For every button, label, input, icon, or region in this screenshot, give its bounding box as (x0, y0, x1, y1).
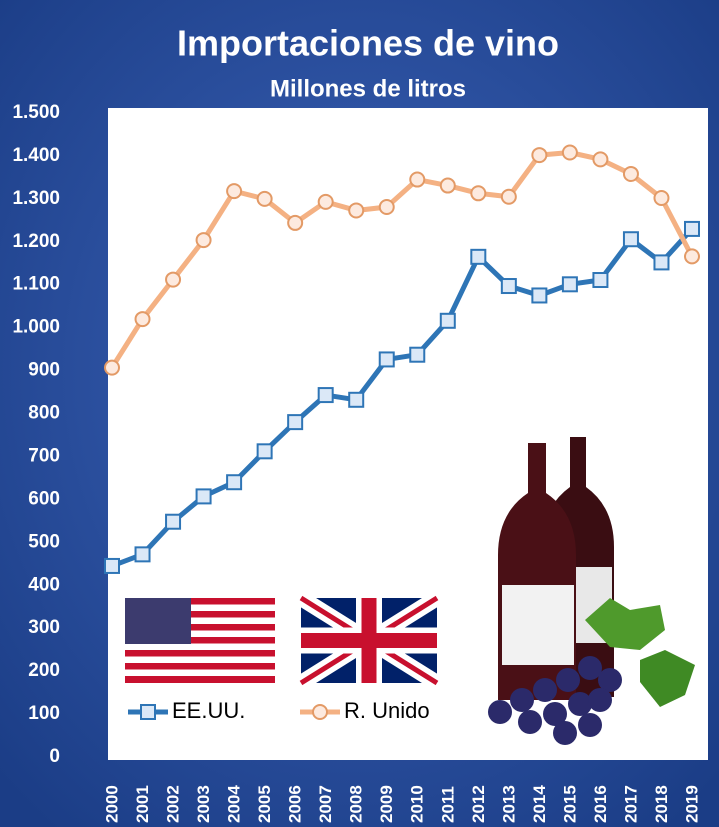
marker (226, 474, 243, 491)
x-tick-label: 2003 (194, 785, 213, 823)
marker (195, 232, 212, 249)
marker (378, 351, 395, 368)
legend-marker (312, 704, 328, 720)
marker (592, 272, 609, 289)
y-tick-label: 1.000 (12, 317, 60, 338)
y-tick-label: 1.300 (12, 188, 60, 209)
marker (256, 190, 273, 207)
marker (226, 183, 243, 200)
marker (470, 248, 487, 265)
uk-flag (296, 591, 442, 690)
x-tick-label: 2018 (652, 785, 671, 823)
marker (500, 278, 517, 295)
y-tick-label: 1.500 (12, 102, 60, 123)
marker (622, 165, 639, 182)
x-tick-label: 2019 (682, 785, 701, 823)
x-tick-label: 2011 (438, 786, 457, 823)
marker (470, 185, 487, 202)
x-tick-label: 2012 (469, 785, 488, 823)
marker (317, 193, 334, 210)
x-tick-label: 2002 (164, 785, 183, 823)
marker (500, 188, 517, 205)
marker (684, 220, 700, 237)
x-tick-label: 2006 (286, 785, 305, 823)
x-tick-label: 2001 (133, 785, 152, 823)
x-tick-label: 2005 (255, 785, 274, 823)
x-tick-label: 2008 (347, 785, 366, 823)
marker (256, 443, 273, 460)
marker (409, 171, 426, 188)
legend-label: R. Unido (344, 698, 430, 723)
marker (287, 414, 304, 431)
x-tick-label: 2017 (621, 785, 640, 823)
marker (653, 254, 670, 271)
x-tick-label: 2000 (102, 785, 121, 823)
marker (134, 311, 151, 328)
marker (287, 214, 304, 231)
x-tick-label: 2004 (225, 785, 244, 823)
y-tick-label: 1.100 (12, 274, 60, 295)
y-tick-label: 900 (28, 360, 60, 381)
x-tick-label: 2009 (377, 785, 396, 823)
marker (622, 231, 639, 248)
y-tick-label: 800 (28, 403, 60, 424)
x-tick-label: 2007 (316, 785, 335, 823)
marker (104, 557, 120, 574)
marker (348, 391, 365, 408)
y-tick-label: 1.200 (12, 231, 60, 252)
marker (104, 359, 120, 376)
y-tick-label: 1.400 (12, 145, 60, 166)
y-tick-label: 200 (28, 660, 60, 681)
x-tick-label: 2010 (408, 785, 427, 823)
marker (348, 202, 365, 219)
marker (684, 248, 700, 265)
marker (317, 387, 334, 404)
marker (439, 312, 456, 329)
marker (165, 513, 182, 530)
marker (531, 147, 548, 164)
us-flag (125, 598, 275, 683)
marker (134, 546, 151, 563)
marker (531, 287, 548, 304)
chart-title: Importaciones de vino (177, 23, 559, 64)
y-tick-label: 300 (28, 617, 60, 638)
marker (195, 488, 212, 505)
marker (409, 346, 426, 363)
x-tick-label: 2016 (591, 785, 610, 823)
legend-label: EE.UU. (172, 698, 245, 723)
x-tick-label: 2015 (560, 785, 579, 823)
marker (439, 177, 456, 194)
y-tick-label: 700 (28, 445, 60, 466)
y-tick-label: 400 (28, 574, 60, 595)
chart-subtitle: Millones de litros (270, 75, 466, 102)
marker (561, 144, 578, 161)
marker (653, 190, 670, 207)
wine-illustration (488, 437, 695, 745)
y-tick-label: 0 (49, 746, 60, 767)
marker (561, 276, 578, 293)
x-tick-label: 2013 (499, 785, 518, 823)
y-tick-label: 600 (28, 488, 60, 509)
legend-marker (140, 704, 156, 720)
y-tick-label: 100 (28, 703, 60, 724)
marker (378, 199, 395, 216)
marker (592, 151, 609, 168)
marker (165, 271, 182, 288)
y-tick-label: 500 (28, 531, 60, 552)
x-tick-label: 2014 (530, 785, 549, 823)
